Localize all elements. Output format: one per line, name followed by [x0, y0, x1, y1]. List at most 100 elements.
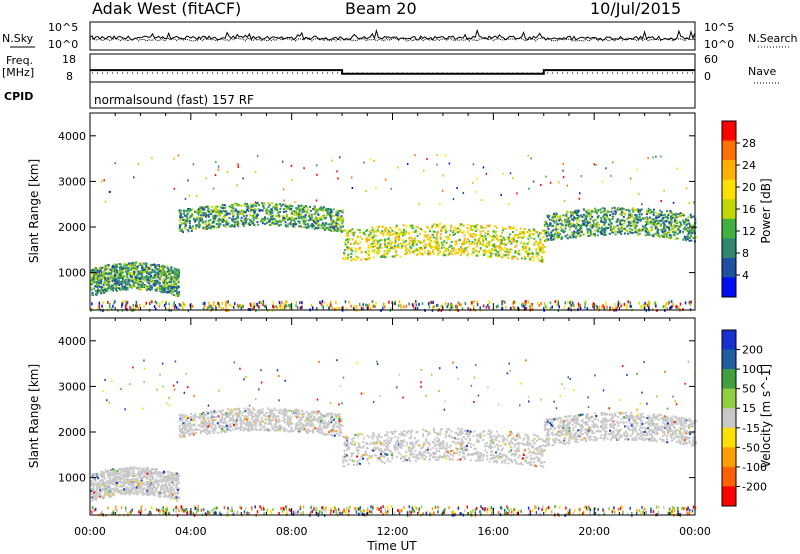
heatmap-cell — [95, 274, 98, 277]
heatmap-cell — [131, 490, 134, 493]
heatmap-cell — [599, 208, 602, 211]
heatmap-cell — [586, 228, 589, 231]
heatmap-cell — [367, 244, 370, 247]
heatmap-cell — [123, 268, 126, 271]
heatmap-cell — [614, 233, 617, 236]
heatmap-cell — [432, 246, 434, 248]
heatmap-cell — [115, 278, 118, 281]
heatmap-cell — [320, 208, 323, 211]
heatmap-cell — [175, 306, 178, 310]
heatmap-cell — [176, 272, 179, 275]
heatmap-cell — [173, 157, 175, 160]
heatmap-cell — [631, 208, 634, 211]
heatmap-cell — [439, 203, 441, 206]
heatmap-cell — [597, 228, 600, 231]
heatmap-cell — [321, 222, 324, 225]
heatmap-cell — [169, 495, 172, 498]
heatmap-cell — [197, 213, 200, 216]
heatmap-cell — [636, 168, 639, 171]
heatmap-cell — [299, 301, 301, 305]
heatmap-cell — [606, 209, 609, 212]
heatmap-cell — [519, 230, 522, 233]
heatmap-cell — [242, 177, 244, 180]
heatmap-cell — [208, 222, 210, 225]
heatmap-cell — [359, 302, 361, 306]
heatmap-cell — [148, 267, 151, 270]
heatmap-cell — [146, 278, 149, 281]
heatmap-cell — [395, 226, 397, 229]
heatmap-cell — [541, 229, 544, 232]
heatmap-cell — [101, 304, 103, 308]
heatmap-cell — [319, 300, 321, 304]
heatmap-cell — [142, 269, 145, 272]
heatmap-cell — [108, 280, 111, 283]
heatmap-cell — [366, 237, 369, 240]
heatmap-cell — [284, 221, 287, 224]
heatmap-cell — [132, 475, 134, 477]
heatmap-cell — [172, 497, 175, 499]
heatmap-cell — [93, 267, 96, 270]
heatmap-cell — [566, 224, 569, 227]
heatmap-cell — [545, 232, 548, 234]
heatmap-cell — [598, 305, 600, 309]
heatmap-cell — [294, 201, 296, 204]
heatmap-cell — [150, 279, 152, 282]
heatmap-cell — [366, 304, 369, 307]
heatmap-cell — [656, 213, 659, 216]
heatmap-cell — [270, 215, 273, 218]
heatmap-cell — [630, 231, 633, 234]
heatmap-cell — [280, 306, 282, 310]
heatmap-cell — [331, 221, 334, 224]
heatmap-cell — [233, 221, 236, 224]
heatmap-cell — [602, 221, 605, 224]
heatmap-cell — [139, 277, 142, 280]
heatmap-cell — [371, 300, 374, 304]
heatmap-cell — [477, 242, 480, 244]
heatmap-cell — [271, 211, 274, 214]
heatmap-cell — [679, 222, 682, 225]
heatmap-cell — [436, 231, 439, 234]
heatmap-cell — [501, 307, 504, 311]
heatmap-cell — [474, 240, 477, 243]
heatmap-cell — [334, 307, 336, 311]
heatmap-cell — [479, 230, 482, 233]
heatmap-cell — [464, 242, 467, 245]
heatmap-cell — [114, 280, 117, 283]
heatmap-cell — [554, 215, 557, 218]
heatmap-cell — [682, 230, 685, 233]
heatmap-cell — [523, 242, 526, 245]
heatmap-cell — [596, 222, 599, 225]
heatmap-cell — [153, 269, 156, 272]
heatmap-cell — [575, 219, 578, 222]
heatmap-cell — [527, 233, 530, 236]
heatmap-cell — [576, 229, 579, 232]
heatmap-cell — [673, 234, 676, 237]
heatmap-cell — [582, 213, 585, 216]
heatmap-cell — [121, 276, 124, 278]
heatmap-cell — [93, 483, 96, 486]
heatmap-cell — [124, 493, 127, 496]
heatmap-cell — [358, 247, 361, 250]
heatmap-cell — [97, 491, 100, 494]
heatmap-cell — [554, 228, 557, 231]
heatmap-cell — [107, 492, 110, 495]
heatmap-cell — [124, 264, 127, 267]
heatmap-cell — [476, 300, 478, 304]
heatmap-cell — [497, 251, 499, 254]
heatmap-cell — [218, 219, 221, 222]
heatmap-cell — [646, 231, 649, 234]
heatmap-cell — [267, 210, 270, 213]
heatmap-cell — [171, 290, 173, 293]
heatmap-cell — [295, 304, 297, 308]
heatmap-cell — [220, 307, 223, 311]
heatmap-cell — [654, 223, 657, 225]
heatmap-cell — [654, 216, 657, 219]
heatmap-cell — [398, 242, 401, 245]
heatmap-cell — [319, 216, 322, 219]
heatmap-cell — [91, 282, 94, 285]
heatmap-cell — [282, 306, 284, 310]
heatmap-cell — [428, 305, 431, 309]
heatmap-cell — [579, 232, 582, 235]
heatmap-cell — [326, 304, 328, 308]
heatmap-cell — [156, 271, 159, 274]
